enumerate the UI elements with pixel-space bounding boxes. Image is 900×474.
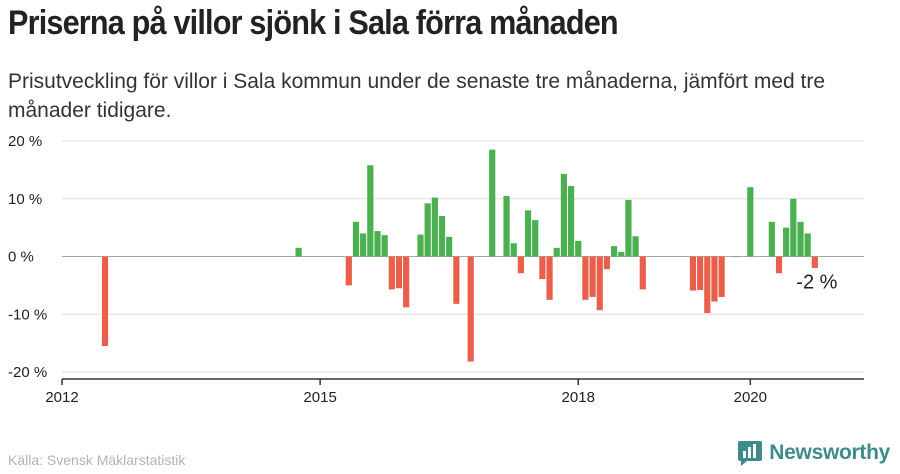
x-tick-label: 2012 — [45, 389, 78, 406]
last-value-annotation: -2 % — [796, 271, 837, 293]
bar — [352, 221, 360, 257]
x-tick-label: 2020 — [734, 389, 767, 406]
bar — [388, 256, 395, 290]
bar — [345, 256, 352, 286]
x-tick-label: 2018 — [562, 389, 595, 406]
bars — [101, 149, 818, 362]
bar — [589, 256, 596, 297]
bar — [403, 256, 410, 308]
y-tick-label: 20 % — [8, 133, 42, 150]
bar — [718, 256, 725, 297]
bar — [374, 231, 381, 257]
bar — [596, 256, 603, 311]
bar — [503, 195, 510, 257]
bar — [567, 186, 575, 257]
bar — [431, 197, 438, 257]
bar — [546, 256, 553, 300]
bar — [582, 256, 589, 300]
y-tick-label: 10 % — [8, 191, 42, 208]
bar — [783, 227, 790, 257]
bar — [560, 173, 567, 257]
bar — [704, 256, 711, 314]
bar — [360, 233, 367, 257]
bar — [775, 256, 783, 274]
bar — [790, 198, 797, 257]
bar — [697, 256, 704, 290]
bar — [797, 221, 804, 257]
bar — [510, 243, 517, 257]
bar — [532, 220, 539, 257]
bar — [711, 256, 718, 302]
y-tick-label: 0 % — [8, 249, 34, 266]
bar — [453, 256, 460, 304]
bar — [575, 240, 582, 257]
bar — [811, 256, 818, 269]
bar — [367, 165, 374, 257]
brand-logo: Newsworthy — [737, 439, 890, 467]
source-note: Källa: Svensk Mäklarstatistik — [8, 452, 186, 468]
bar — [381, 235, 388, 257]
bar — [625, 199, 632, 257]
bar — [417, 234, 424, 257]
bar — [101, 256, 109, 347]
bar — [295, 247, 302, 257]
bar — [689, 256, 697, 291]
y-tick-label: -10 % — [8, 306, 47, 323]
y-tick-label: -20 % — [8, 364, 47, 381]
bar — [804, 233, 811, 257]
bar — [747, 187, 754, 257]
bar — [524, 210, 532, 257]
bar — [424, 203, 431, 257]
newsworthy-logo-icon — [738, 441, 763, 466]
chart-title: Priserna på villor sjönk i Sala förra må… — [8, 4, 619, 42]
bar — [610, 246, 618, 257]
x-axis: 2012 2015 2018 2020 — [45, 378, 864, 406]
brand-name: Newsworthy — [769, 441, 890, 464]
chart-subtitle: Prisutveckling för villor i Sala kommun … — [8, 70, 826, 122]
bar — [539, 256, 546, 280]
bar — [768, 221, 775, 257]
bar — [639, 256, 646, 290]
bar — [732, 256, 740, 257]
bar — [489, 149, 496, 257]
bar — [517, 256, 524, 274]
bar — [553, 247, 560, 257]
bar — [603, 256, 611, 270]
bar — [632, 236, 639, 257]
bar — [438, 216, 446, 257]
y-axis-labels: 20 % 10 % 0 % -10 % -20 % — [8, 133, 47, 381]
bar — [467, 256, 474, 362]
bar — [618, 251, 625, 257]
bar — [395, 256, 403, 289]
gridlines — [62, 140, 864, 373]
bar — [446, 236, 453, 257]
x-tick-label: 2015 — [303, 389, 336, 406]
